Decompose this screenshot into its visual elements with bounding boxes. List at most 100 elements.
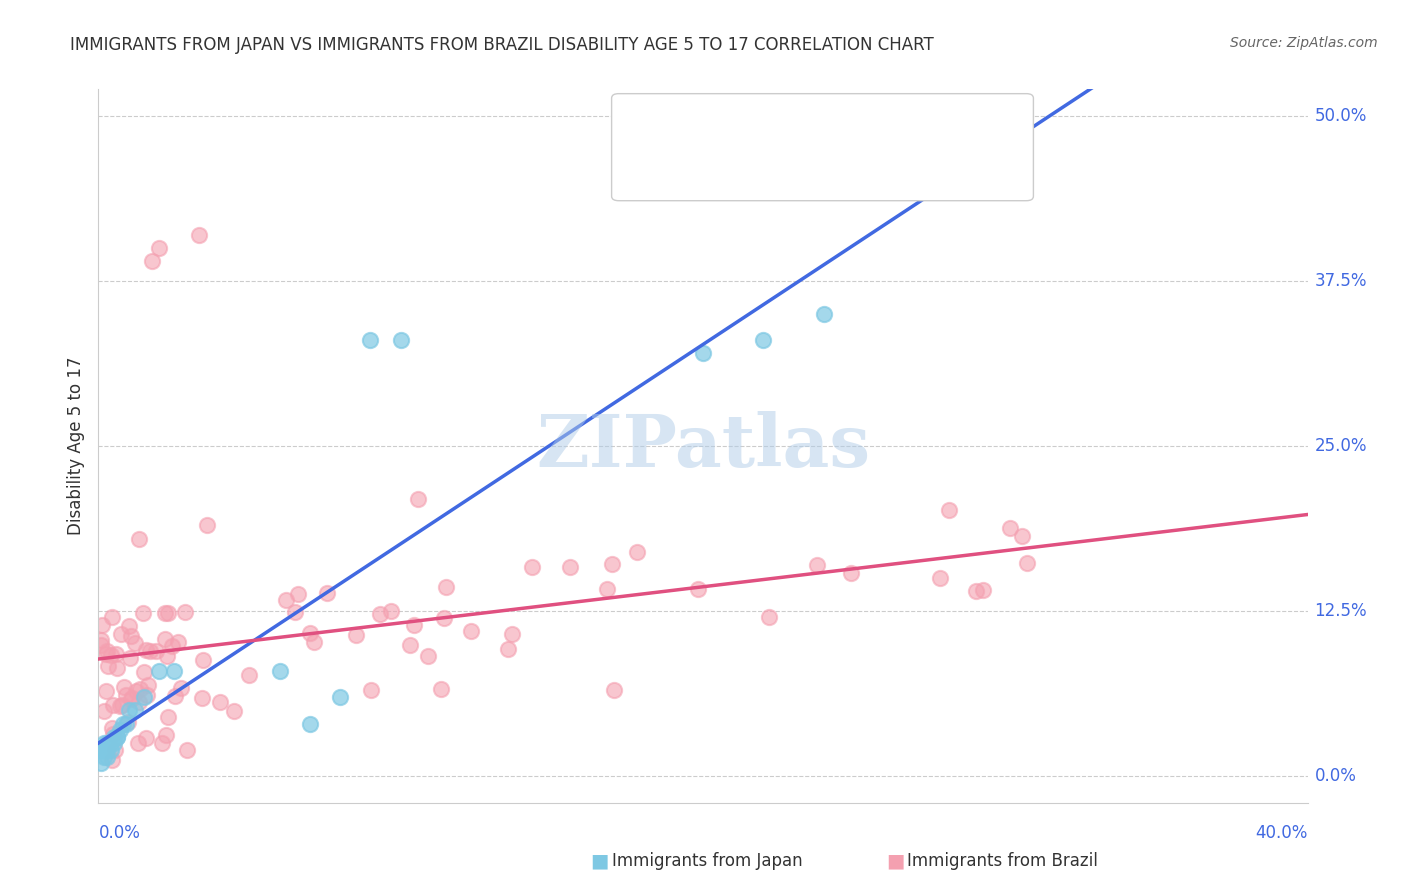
Point	[117, 714, 139, 729]
Point	[153, 606, 176, 620]
Text: 0.0%: 0.0%	[1315, 767, 1357, 785]
Text: 12.5%: 12.5%	[1315, 602, 1367, 620]
Point	[1015, 556, 1038, 570]
Text: ■: ■	[640, 126, 658, 145]
Point	[398, 638, 420, 652]
Point	[434, 581, 457, 595]
Point	[115, 689, 138, 703]
Point	[101, 727, 124, 741]
Point	[501, 627, 523, 641]
Point	[208, 695, 231, 709]
Text: Immigrants from Japan: Immigrants from Japan	[612, 852, 803, 870]
Point	[103, 736, 125, 750]
Point	[136, 688, 159, 702]
Point	[758, 610, 780, 624]
Point	[132, 690, 155, 704]
Point	[124, 636, 146, 650]
Point	[329, 690, 352, 704]
Point	[972, 582, 994, 597]
Point	[96, 743, 118, 757]
Point	[148, 664, 170, 678]
Point	[105, 661, 128, 675]
Point	[128, 695, 150, 709]
Point	[93, 743, 115, 757]
Point	[150, 735, 173, 749]
Point	[90, 639, 112, 653]
Point	[114, 716, 136, 731]
Point	[998, 521, 1021, 535]
Point	[105, 730, 128, 744]
Point	[603, 682, 626, 697]
Text: ■: ■	[640, 99, 658, 119]
Point	[103, 730, 125, 744]
Text: 37.5%: 37.5%	[1315, 272, 1367, 290]
Point	[1011, 529, 1033, 543]
Point	[93, 749, 115, 764]
Point	[97, 658, 120, 673]
Text: Immigrants from Brazil: Immigrants from Brazil	[907, 852, 1098, 870]
Point	[191, 691, 214, 706]
Text: ■: ■	[591, 851, 609, 871]
Point	[141, 254, 163, 268]
Point	[380, 604, 402, 618]
Point	[938, 503, 960, 517]
Point	[188, 227, 211, 242]
Point	[238, 668, 260, 682]
Point	[176, 743, 198, 757]
Text: 25.0%: 25.0%	[1315, 437, 1367, 455]
Point	[813, 307, 835, 321]
Point	[101, 698, 124, 713]
Point	[191, 653, 214, 667]
Point	[496, 641, 519, 656]
Point	[100, 648, 122, 663]
Point	[108, 723, 131, 738]
Point	[165, 689, 187, 703]
Point	[101, 753, 124, 767]
Text: 0.0%: 0.0%	[98, 824, 141, 842]
Point	[298, 626, 321, 640]
Point	[94, 684, 117, 698]
Point	[195, 518, 218, 533]
Point	[145, 643, 167, 657]
Point	[155, 632, 177, 646]
Point	[406, 491, 429, 506]
Point	[101, 721, 124, 735]
Point	[430, 681, 453, 696]
Point	[173, 605, 195, 619]
Point	[269, 664, 291, 678]
Point	[112, 680, 135, 694]
Point	[90, 756, 112, 771]
Point	[752, 333, 775, 347]
Point	[127, 736, 149, 750]
Point	[839, 566, 862, 580]
Point	[315, 586, 337, 600]
Point	[404, 617, 426, 632]
Point	[135, 643, 157, 657]
Point	[156, 710, 179, 724]
Point	[600, 557, 623, 571]
Point	[100, 609, 122, 624]
Point	[166, 635, 188, 649]
Text: Source: ZipAtlas.com: Source: ZipAtlas.com	[1230, 36, 1378, 50]
Point	[139, 644, 162, 658]
Point	[299, 716, 322, 731]
Point	[111, 698, 134, 712]
Point	[148, 241, 170, 255]
Point	[157, 606, 180, 620]
Point	[686, 582, 709, 596]
Point	[104, 647, 127, 661]
Point	[96, 736, 118, 750]
Point	[418, 648, 440, 663]
Point	[118, 619, 141, 633]
Point	[90, 618, 112, 632]
Point	[135, 731, 157, 746]
Point	[121, 691, 143, 706]
Point	[155, 728, 177, 742]
Text: 40.0%: 40.0%	[1256, 824, 1308, 842]
Text: 50.0%: 50.0%	[1315, 107, 1367, 125]
Point	[626, 545, 648, 559]
Point	[558, 560, 581, 574]
Point	[100, 736, 122, 750]
Point	[132, 665, 155, 679]
Point	[96, 644, 118, 658]
